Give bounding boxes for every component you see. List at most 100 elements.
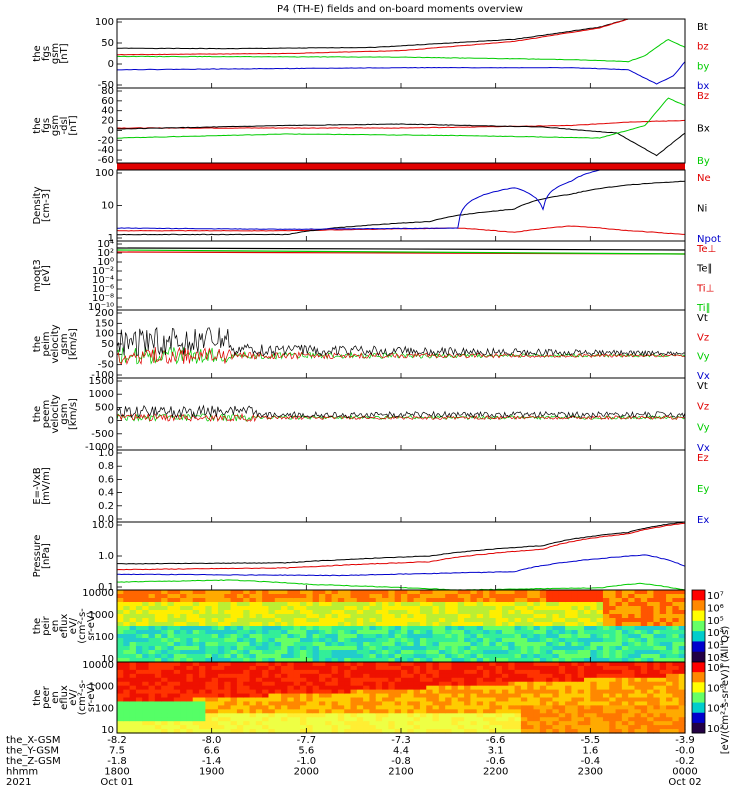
heatmap-cell <box>249 725 257 730</box>
heatmap-cell <box>205 717 213 722</box>
heatmap-cell <box>432 713 440 718</box>
heatmap-cell <box>520 721 528 726</box>
heatmap-cell <box>356 729 364 734</box>
heatmap-cell <box>445 721 453 726</box>
heatmap-cell <box>173 634 181 639</box>
heatmap-cell <box>590 594 598 599</box>
heatmap-cell <box>476 626 484 631</box>
heatmap-cell <box>552 665 560 671</box>
heatmap-cell <box>230 717 238 722</box>
heatmap-cell <box>483 658 490 663</box>
heatmap-cell <box>419 646 427 651</box>
heatmap-cell <box>192 709 200 714</box>
heatmap-cell <box>142 606 150 611</box>
heatmap-cell <box>255 650 263 655</box>
heatmap-cell <box>192 634 200 639</box>
heatmap-cell <box>634 665 642 671</box>
heatmap-cell <box>186 622 194 627</box>
heatmap-cell <box>148 713 156 718</box>
heatmap-cell <box>154 689 162 695</box>
heatmap-cell <box>337 713 345 718</box>
heatmap-cell <box>565 729 572 734</box>
heatmap-cell <box>621 626 629 631</box>
heatmap-cell <box>451 709 459 714</box>
heatmap-cell <box>205 594 213 599</box>
heatmap-cell <box>129 677 137 683</box>
heatmap-cell <box>192 618 200 623</box>
heatmap-cell <box>495 725 503 730</box>
heatmap-cell <box>470 697 478 703</box>
heatmap-cell <box>123 654 131 659</box>
heatmap-cell <box>243 689 251 695</box>
ylabel-line: peim <box>41 331 52 356</box>
heatmap-cell <box>483 618 490 623</box>
heatmap-cell <box>489 701 497 706</box>
heatmap-cell <box>533 685 541 691</box>
heatmap-cell <box>192 685 200 691</box>
heatmap-cell <box>281 685 288 691</box>
heatmap-cell <box>173 717 181 722</box>
heatmap-cell <box>154 610 162 615</box>
ytick-label: 1000 <box>89 389 114 400</box>
heatmap-cell <box>596 713 604 718</box>
heatmap-cell <box>558 685 566 691</box>
heatmap-cell <box>262 665 270 671</box>
heatmap-cell <box>306 642 314 647</box>
heatmap-cell <box>407 689 415 695</box>
heatmap-cell <box>129 689 137 695</box>
ylabel-line: [km/s] <box>68 328 79 360</box>
heatmap-cell <box>666 665 673 671</box>
heatmap-cell <box>161 717 169 722</box>
heatmap-cell <box>325 650 333 655</box>
heatmap-cell <box>199 693 206 699</box>
heatmap-cell <box>609 713 617 718</box>
heatmap-cell <box>533 594 541 599</box>
heatmap-cell <box>344 618 352 623</box>
ylabel-line: fgs <box>41 46 52 61</box>
heatmap-cell <box>558 598 566 603</box>
heatmap-cell <box>281 650 288 655</box>
heatmap-cell <box>628 594 636 599</box>
heatmap-cell <box>577 642 585 647</box>
heatmap-cell <box>457 669 465 675</box>
heatmap-cell <box>533 689 541 695</box>
heatmap-cell <box>647 677 655 683</box>
heatmap-cell <box>388 693 396 699</box>
heatmap-cell <box>350 594 358 599</box>
heatmap-cell <box>211 665 219 671</box>
legend-Npot: Npot <box>697 234 721 245</box>
heatmap-cell <box>192 677 200 683</box>
heatmap-cell <box>230 610 238 615</box>
heatmap-cell <box>154 590 162 595</box>
heatmap-cell <box>142 602 150 607</box>
heatmap-cell <box>539 658 547 663</box>
heatmap-cell <box>356 662 364 667</box>
heatmap-cell <box>350 610 358 615</box>
heatmap-cell <box>243 618 251 623</box>
heatmap-cell <box>602 594 610 599</box>
heatmap-cell <box>401 650 408 655</box>
heatmap-cell <box>672 701 680 706</box>
heatmap-cell <box>318 626 326 631</box>
heatmap-cell <box>520 701 528 706</box>
heatmap-cell <box>634 693 642 699</box>
heatmap-cell <box>584 665 591 671</box>
heatmap-cell <box>571 717 579 722</box>
heatmap-cell <box>382 717 389 722</box>
heatmap-cell <box>161 606 169 611</box>
legend-Ne: Ne <box>697 173 711 184</box>
heatmap-cell <box>501 638 509 643</box>
heatmap-cell <box>262 614 270 619</box>
heatmap-cell <box>249 590 257 595</box>
heatmap-cell <box>274 598 282 603</box>
heatmap-cell <box>249 689 257 695</box>
heatmap-cell <box>546 638 554 643</box>
heatmap-cell <box>438 642 446 647</box>
heatmap-cell <box>640 638 648 643</box>
heatmap-cell <box>167 650 175 655</box>
heatmap-cell <box>318 618 326 623</box>
heatmap-cell <box>344 669 352 675</box>
heatmap-cell <box>331 634 339 639</box>
heatmap-cell <box>602 634 610 639</box>
heatmap-cell <box>419 665 427 671</box>
